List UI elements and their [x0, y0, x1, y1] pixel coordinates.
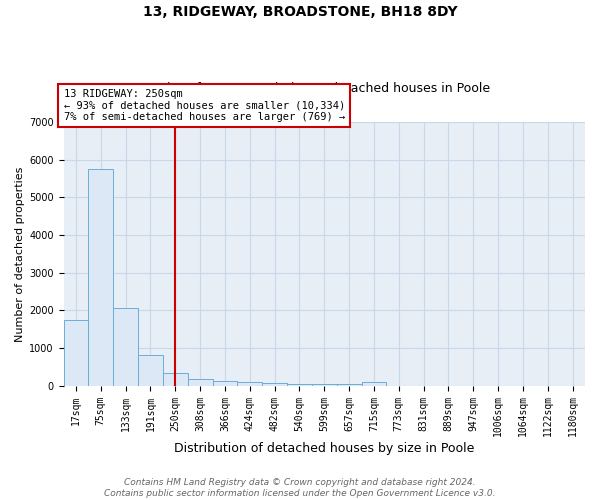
Y-axis label: Number of detached properties: Number of detached properties: [15, 166, 25, 342]
Bar: [337, 384, 362, 386]
Title: Size of property relative to detached houses in Poole: Size of property relative to detached ho…: [158, 82, 490, 94]
Text: 13 RIDGEWAY: 250sqm
← 93% of detached houses are smaller (10,334)
7% of semi-det: 13 RIDGEWAY: 250sqm ← 93% of detached ho…: [64, 89, 345, 122]
Bar: [188, 378, 212, 386]
Bar: [138, 354, 163, 386]
Bar: [238, 382, 262, 386]
Bar: [163, 373, 188, 386]
Bar: [88, 169, 113, 386]
Bar: [262, 383, 287, 386]
Bar: [312, 384, 337, 386]
Bar: [64, 320, 88, 386]
Text: 13, RIDGEWAY, BROADSTONE, BH18 8DY: 13, RIDGEWAY, BROADSTONE, BH18 8DY: [143, 5, 457, 19]
Text: Contains HM Land Registry data © Crown copyright and database right 2024.
Contai: Contains HM Land Registry data © Crown c…: [104, 478, 496, 498]
Bar: [212, 382, 238, 386]
Bar: [113, 308, 138, 386]
Bar: [362, 382, 386, 386]
Bar: [287, 384, 312, 386]
X-axis label: Distribution of detached houses by size in Poole: Distribution of detached houses by size …: [174, 442, 475, 455]
